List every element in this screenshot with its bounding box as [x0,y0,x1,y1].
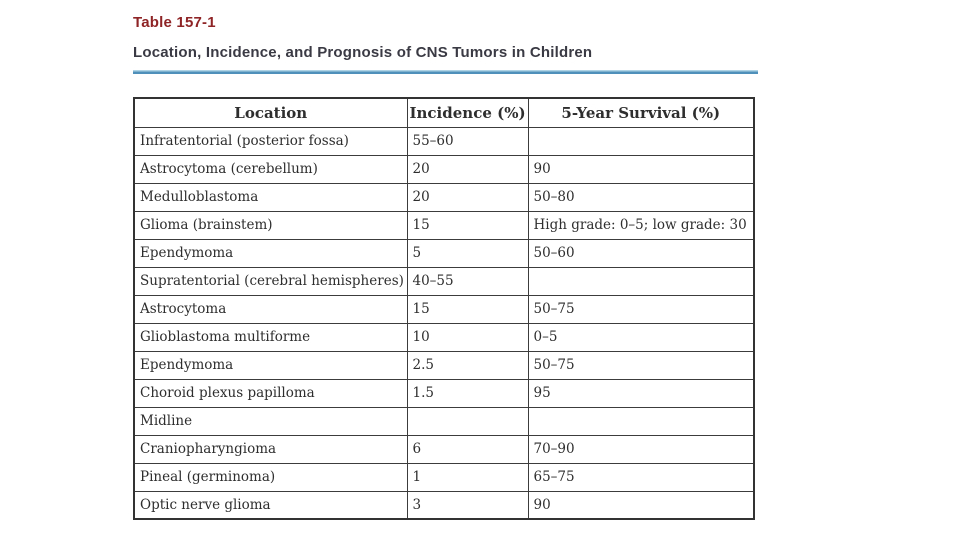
cell-incidence: 5 [406,238,529,268]
cell-survival: 90 [527,490,755,520]
cell-survival [527,406,755,436]
cell-location: Glioblastoma multiforme [133,322,408,352]
cell-incidence: 3 [406,490,529,520]
cell-survival: 50–75 [527,350,755,380]
cell-incidence: 1 [406,462,529,492]
cell-survival: 90 [527,154,755,184]
column-header-incidence: Incidence (%) [406,97,529,128]
cell-survival: 50–60 [527,238,755,268]
cell-survival [527,266,755,296]
table-row: Choroid plexus papilloma 1.5 95 [133,378,755,408]
cell-incidence: 2.5 [406,350,529,380]
table-title: Location, Incidence, and Prognosis of CN… [133,44,593,61]
cell-incidence: 55–60 [406,126,529,156]
cell-survival [527,126,755,156]
cell-location: Ependymoma [133,350,408,380]
cell-survival: 50–75 [527,294,755,324]
cell-incidence: 1.5 [406,378,529,408]
table-row: Supratentorial (cerebral hemispheres) 40… [133,266,755,296]
table-row: Medulloblastoma 20 50–80 [133,182,755,212]
cell-incidence: 20 [406,154,529,184]
cell-location: Glioma (brainstem) [133,210,408,240]
cell-incidence [406,406,529,436]
cns-tumors-table: Location Incidence (%) 5-Year Survival (… [133,97,755,520]
table-row: Glioma (brainstem) 15 High grade: 0–5; l… [133,210,755,240]
table-row: Infratentorial (posterior fossa) 55–60 [133,126,755,156]
cell-location: Medulloblastoma [133,182,408,212]
table-row: Optic nerve glioma 3 90 [133,490,755,520]
title-divider-rule [133,70,758,74]
cell-incidence: 20 [406,182,529,212]
table-number-label: Table 157-1 [133,14,216,31]
cell-survival: 95 [527,378,755,408]
table-row: Craniopharyngioma 6 70–90 [133,434,755,464]
page-content: Table 157-1 Location, Incidence, and Pro… [133,14,758,520]
cell-location: Astrocytoma [133,294,408,324]
cell-location: Pineal (germinoma) [133,462,408,492]
table-row: Pineal (germinoma) 1 65–75 [133,462,755,492]
cell-location: Craniopharyngioma [133,434,408,464]
cell-survival: 50–80 [527,182,755,212]
cell-survival: 65–75 [527,462,755,492]
cell-location: Choroid plexus papilloma [133,378,408,408]
cell-incidence: 6 [406,434,529,464]
table-row: Astrocytoma 15 50–75 [133,294,755,324]
cell-location: Ependymoma [133,238,408,268]
cell-incidence: 10 [406,322,529,352]
cell-location: Astrocytoma (cerebellum) [133,154,408,184]
cell-incidence: 15 [406,210,529,240]
cell-incidence: 40–55 [406,266,529,296]
table-header-row: Location Incidence (%) 5-Year Survival (… [133,97,755,128]
column-header-location: Location [133,97,408,128]
cell-survival: 0–5 [527,322,755,352]
cell-location: Infratentorial (posterior fossa) [133,126,408,156]
cell-survival: 70–90 [527,434,755,464]
cell-location: Supratentorial (cerebral hemispheres) [133,266,408,296]
table-row: Ependymoma 2.5 50–75 [133,350,755,380]
column-header-survival: 5-Year Survival (%) [527,97,755,128]
table-row: Astrocytoma (cerebellum) 20 90 [133,154,755,184]
table-row: Ependymoma 5 50–60 [133,238,755,268]
table-row: Midline [133,406,755,436]
cell-incidence: 15 [406,294,529,324]
cell-survival: High grade: 0–5; low grade: 30 [527,210,755,240]
cell-location: Optic nerve glioma [133,490,408,520]
cell-location: Midline [133,406,408,436]
table-row: Glioblastoma multiforme 10 0–5 [133,322,755,352]
